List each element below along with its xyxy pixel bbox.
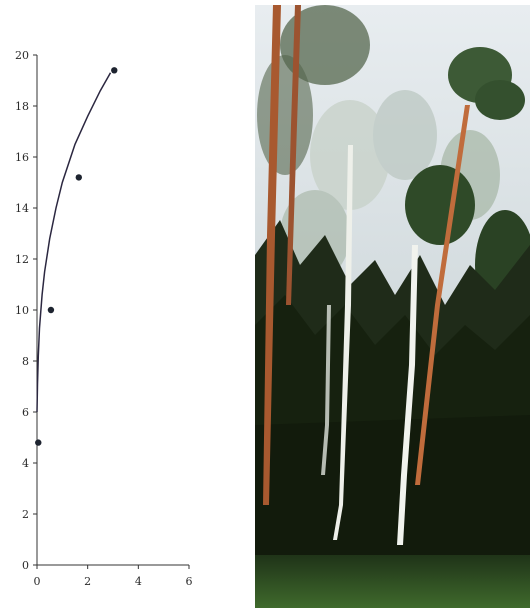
data-point — [75, 174, 83, 181]
x-tick-label: 0 — [34, 575, 41, 588]
y-tick-label: 4 — [22, 457, 29, 470]
fit-curve-layer — [36, 72, 112, 413]
y-tick-label: 2 — [22, 508, 29, 521]
y-tick-label: 8 — [22, 355, 29, 368]
dark-forest — [255, 220, 530, 565]
x-tick-label: 4 — [135, 575, 142, 588]
scatter-chart: 0 2 4 6 8 10 12 14 16 18 20 0 2 4 6 — [15, 49, 193, 588]
y-tick-label: 10 — [15, 304, 29, 317]
y-tick-label: 0 — [22, 559, 29, 572]
tick-labels: 0 2 4 6 8 10 12 14 16 18 20 0 2 4 6 — [15, 49, 193, 588]
forest-photo-image — [255, 5, 530, 608]
chart-panel: 0 2 4 6 8 10 12 14 16 18 20 0 2 4 6 — [0, 0, 255, 608]
axes — [33, 54, 190, 569]
data-point — [111, 67, 118, 74]
y-tick-label: 16 — [15, 151, 29, 164]
data-points — [35, 67, 118, 446]
birch-trunks — [321, 145, 418, 545]
y-tick-label: 6 — [22, 406, 29, 419]
forest-photo — [255, 5, 530, 608]
y-tick-label: 14 — [15, 202, 29, 215]
y-tick-label: 20 — [15, 49, 29, 62]
data-point — [47, 306, 55, 314]
x-tick-label: 6 — [186, 575, 193, 588]
pine-trunks — [263, 5, 470, 505]
y-tick-label: 18 — [15, 100, 29, 113]
y-tick-label: 12 — [15, 253, 29, 266]
data-point — [35, 439, 42, 446]
fit-curve — [36, 72, 112, 413]
forest-floor — [255, 555, 530, 608]
x-tick-label: 2 — [84, 575, 91, 588]
